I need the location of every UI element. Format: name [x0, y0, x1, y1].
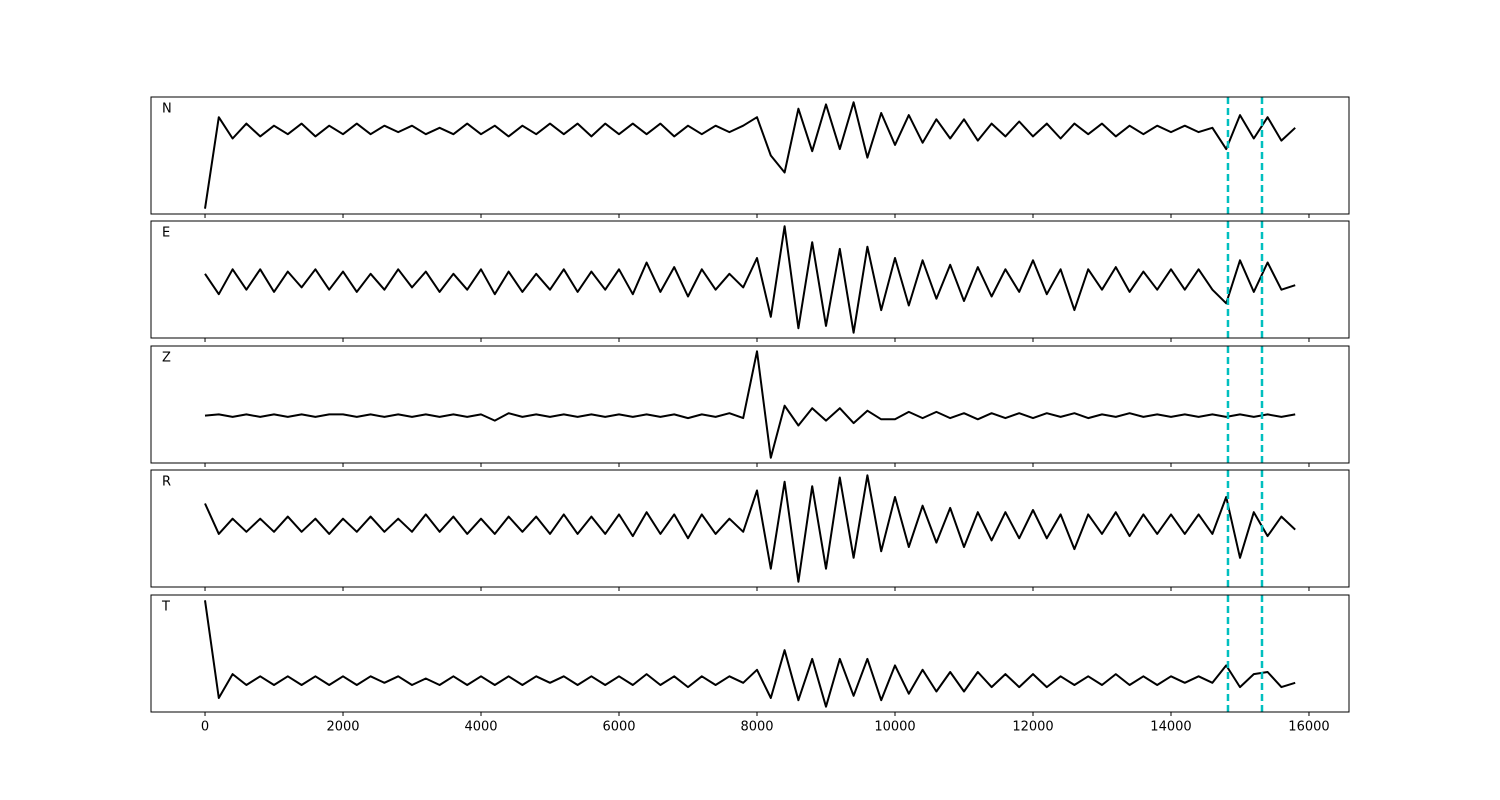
x-tick-label: 10000 [874, 720, 915, 735]
x-tick-label: 4000 [464, 720, 497, 735]
trace [204, 350, 1296, 459]
trace-label: R [162, 475, 171, 490]
panel-frame [150, 594, 1350, 713]
trace-label: E [162, 226, 170, 241]
trace-label: N [162, 102, 172, 117]
panel-frame [150, 345, 1350, 464]
panel-frame [150, 96, 1350, 215]
x-tick-label: 12000 [1012, 720, 1053, 735]
trace [204, 101, 1296, 209]
x-tick-label: 0 [201, 720, 209, 735]
panel-frame [150, 469, 1350, 588]
x-tick-label: 8000 [740, 720, 773, 735]
x-tick-label: 6000 [602, 720, 635, 735]
x-tick-label: 2000 [326, 720, 359, 735]
panel-frame [150, 220, 1350, 339]
trace [204, 600, 1296, 708]
trace [204, 225, 1296, 334]
trace-label: Z [162, 351, 171, 366]
x-tick-label: 14000 [1150, 720, 1191, 735]
trace-label: T [161, 600, 170, 615]
x-tick-label: 16000 [1288, 720, 1329, 735]
trace [204, 474, 1296, 583]
